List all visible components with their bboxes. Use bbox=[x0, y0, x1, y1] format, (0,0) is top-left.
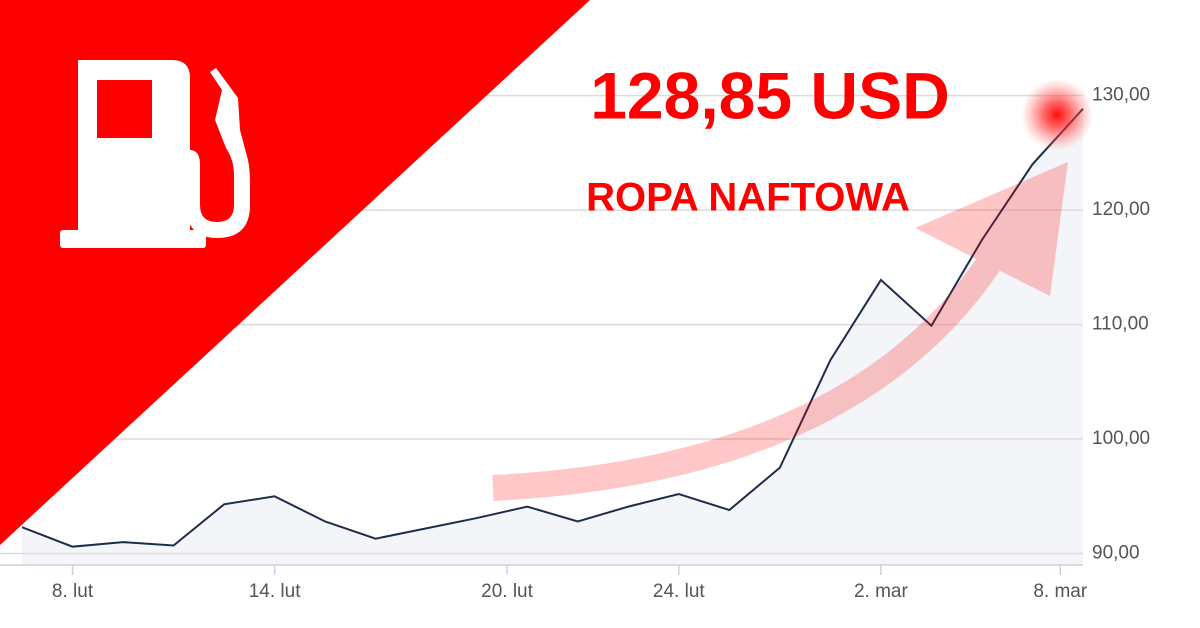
x-tick-label: 14. lut bbox=[249, 581, 301, 602]
y-tick-label: 110,00 bbox=[1092, 314, 1149, 335]
y-tick-label: 90,00 bbox=[1092, 543, 1140, 564]
x-tick-label: 8. lut bbox=[52, 581, 94, 602]
y-tick-label: 120,00 bbox=[1092, 199, 1150, 220]
x-tick-label: 2. mar bbox=[854, 581, 909, 602]
line-layer bbox=[21, 108, 1084, 548]
x-tick-label: 8. mar bbox=[1033, 581, 1088, 602]
fuel-pump-icon bbox=[60, 60, 250, 248]
area-layer bbox=[22, 108, 1083, 565]
headline-price: 128,85 USD bbox=[590, 58, 950, 132]
y-tick-label: 130,00 bbox=[1092, 85, 1150, 106]
headline-label: ROPA NAFTOWA bbox=[586, 176, 910, 220]
red-banner bbox=[0, 0, 590, 545]
area-fill bbox=[22, 108, 1083, 565]
x-tick-label: 24. lut bbox=[653, 581, 705, 602]
y-tick-label: 100,00 bbox=[1092, 428, 1150, 449]
trend-arrow bbox=[492, 162, 1068, 501]
price-line bbox=[21, 108, 1084, 548]
x-tick-label: 20. lut bbox=[481, 581, 533, 602]
end-glow bbox=[1021, 78, 1093, 151]
